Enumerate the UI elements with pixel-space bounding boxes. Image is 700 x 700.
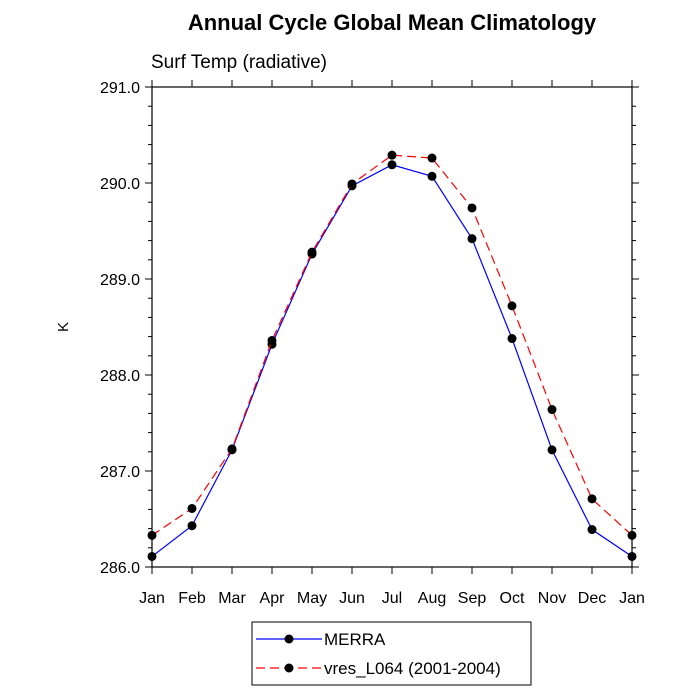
y-tick-label: 291.0 bbox=[100, 80, 140, 97]
legend-marker bbox=[284, 663, 294, 673]
x-tick-label: Mar bbox=[218, 590, 246, 607]
data-point bbox=[347, 179, 357, 189]
data-point bbox=[387, 160, 397, 170]
x-tick-label: Dec bbox=[578, 590, 606, 607]
data-point bbox=[267, 335, 277, 345]
axes: 286.0 287.0 288.0 289.0 290.0 291.0 Jan Feb Mar A… bbox=[100, 80, 645, 607]
data-point bbox=[547, 445, 557, 455]
legend: MERRA vres_L064 (2001-2004) bbox=[251, 621, 532, 686]
series-2 bbox=[147, 150, 637, 540]
data-point bbox=[467, 203, 477, 213]
data-point bbox=[187, 521, 197, 531]
x-tick-label: Apr bbox=[260, 590, 286, 607]
series-line bbox=[151, 154, 633, 536]
x-tick-label: Nov bbox=[538, 590, 566, 607]
y-tick-label: 288.0 bbox=[100, 368, 140, 385]
x-tick-label: May bbox=[297, 590, 327, 607]
data-point bbox=[627, 530, 637, 540]
x-tick-label: Oct bbox=[500, 590, 525, 607]
legend-box bbox=[251, 621, 532, 686]
x-tick-label: Jan bbox=[619, 590, 645, 607]
series-group bbox=[147, 150, 637, 561]
y-tick-label: 286.0 bbox=[100, 560, 140, 577]
data-point bbox=[427, 153, 437, 163]
data-point bbox=[547, 405, 557, 415]
x-tick-label: Jan bbox=[139, 590, 165, 607]
chart-subtitle: Surf Temp (radiative) bbox=[151, 52, 327, 73]
y-tick-label: 289.0 bbox=[100, 272, 140, 289]
data-point bbox=[467, 234, 477, 244]
data-point bbox=[427, 171, 437, 181]
y-tick-label: 287.0 bbox=[100, 464, 140, 481]
data-point bbox=[147, 551, 157, 561]
legend-label: vres_L064 (2001-2004) bbox=[324, 659, 501, 678]
legend-label: MERRA bbox=[324, 630, 386, 649]
legend-marker bbox=[284, 634, 294, 644]
x-tick-label: Feb bbox=[178, 590, 206, 607]
data-point bbox=[507, 301, 517, 311]
data-point bbox=[627, 551, 637, 561]
series-line bbox=[151, 164, 633, 557]
x-tick-label: Jun bbox=[339, 590, 365, 607]
y-axis-label: K bbox=[55, 322, 72, 332]
data-point bbox=[387, 150, 397, 160]
series-1 bbox=[147, 160, 637, 561]
x-tick-label: Jul bbox=[382, 590, 402, 607]
data-point bbox=[587, 494, 597, 504]
data-point bbox=[227, 444, 237, 454]
chart-title: Annual Cycle Global Mean Climatology bbox=[188, 10, 597, 35]
data-point bbox=[587, 525, 597, 535]
x-tick-label: Aug bbox=[418, 590, 446, 607]
data-point bbox=[307, 247, 317, 257]
data-point bbox=[147, 530, 157, 540]
x-tick-label: Sep bbox=[458, 590, 487, 607]
data-point bbox=[507, 334, 517, 344]
y-tick-label: 290.0 bbox=[100, 176, 140, 193]
data-point bbox=[187, 503, 197, 513]
